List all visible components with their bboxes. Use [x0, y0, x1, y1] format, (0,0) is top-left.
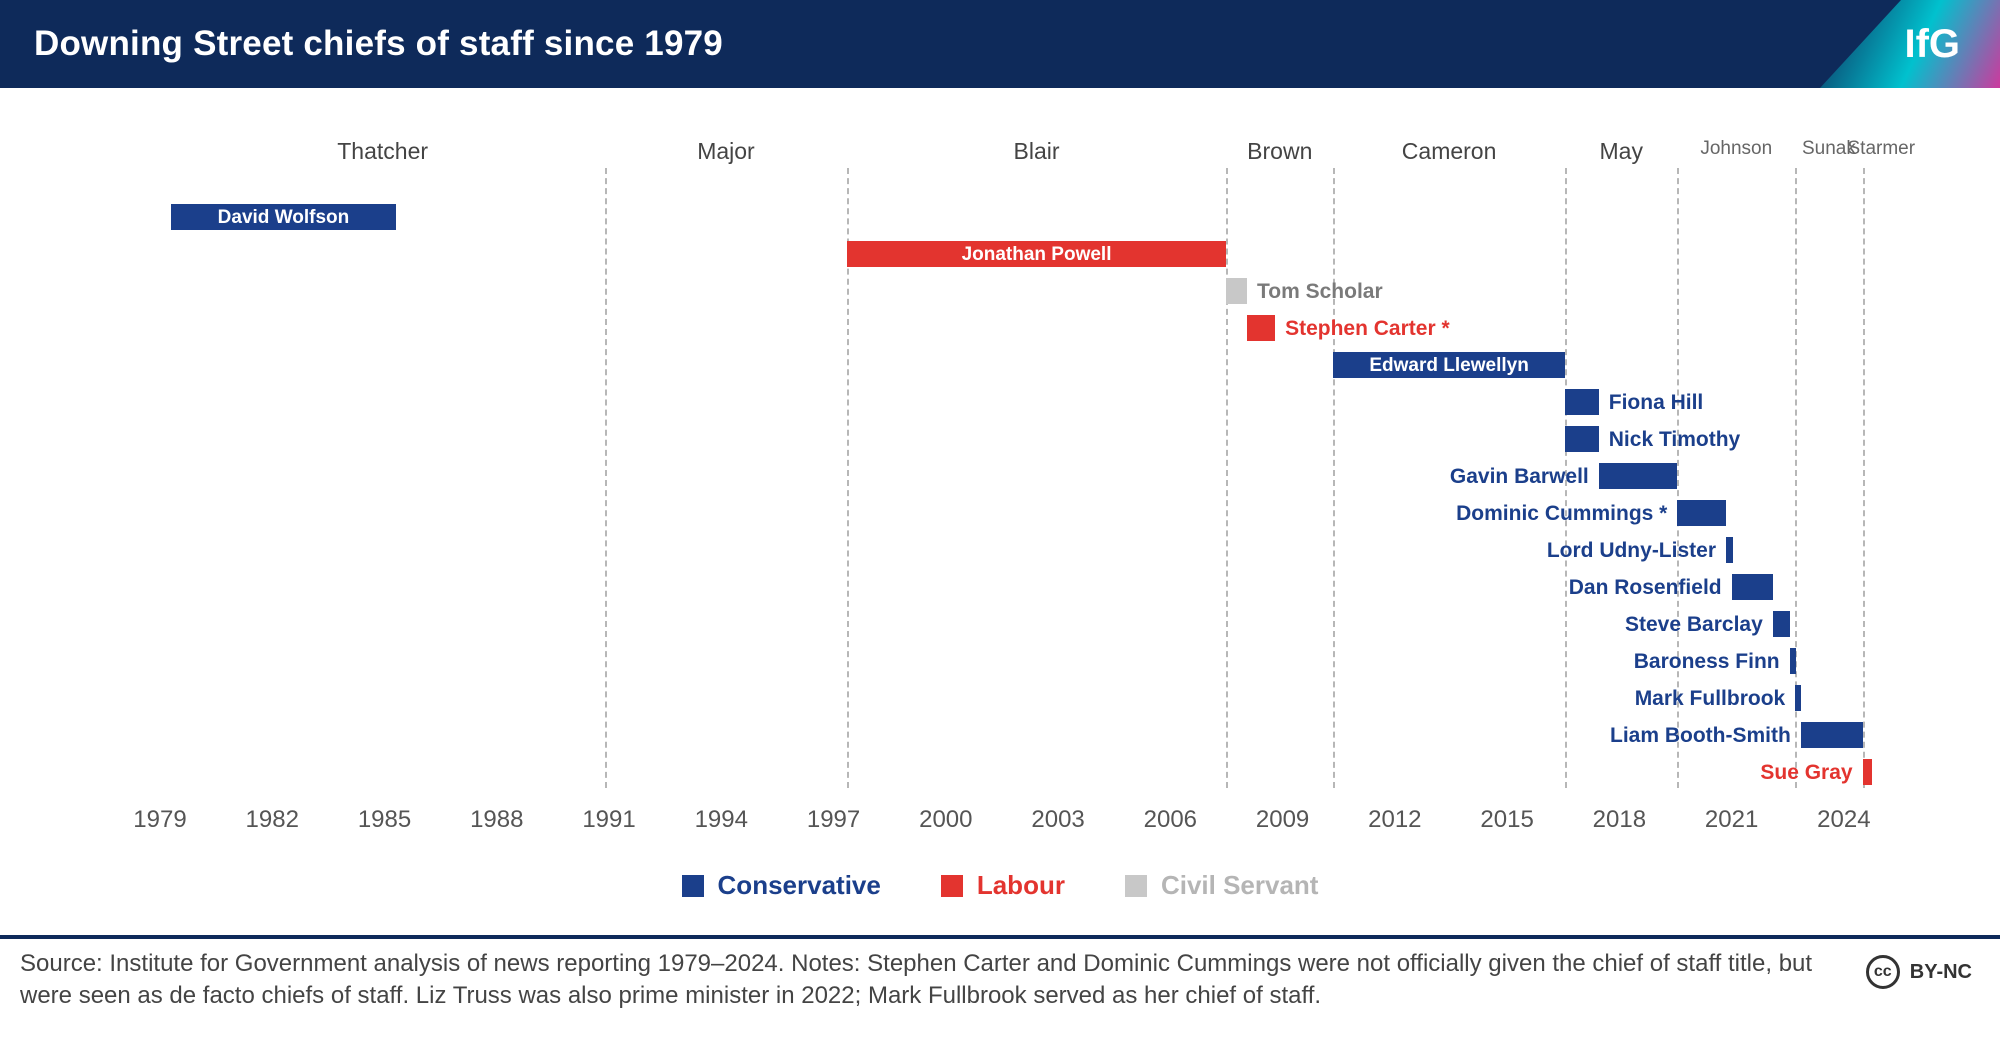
x-tick: 2015: [1480, 806, 1533, 834]
pm-label: May: [1599, 138, 1642, 165]
chief-row: Dominic Cummings *: [160, 499, 1900, 527]
pm-label: Starmer: [1847, 138, 1915, 160]
x-tick: 1982: [246, 806, 299, 834]
chief-row: Baroness Finn: [160, 647, 1900, 675]
legend-swatch: [941, 875, 963, 897]
chief-row: Lord Udny-Lister: [160, 536, 1900, 564]
legend-item: Labour: [941, 870, 1065, 901]
chief-row: Stephen Carter *: [160, 314, 1900, 342]
pm-label: Johnson: [1700, 138, 1772, 160]
pm-label: Thatcher: [337, 138, 428, 165]
chief-row: Steve Barclay: [160, 610, 1900, 638]
chart-title: Downing Street chiefs of staff since 197…: [34, 24, 723, 64]
x-tick: 1988: [470, 806, 523, 834]
chief-label: Fiona Hill: [1599, 389, 1704, 417]
chief-bar: Liam Booth-Smith: [1801, 722, 1863, 748]
chief-row: Dan Rosenfield: [160, 573, 1900, 601]
chief-label: Stephen Carter *: [1275, 315, 1450, 343]
chief-bar: Edward Llewellyn: [1333, 352, 1565, 378]
chief-bar: Stephen Carter *: [1247, 315, 1275, 341]
gantt-plot: Thatcher Major Blair Brown Cameron May Johnson…: [160, 108, 1900, 828]
chief-row: Liam Booth-Smith: [160, 721, 1900, 749]
chief-bar: Lord Udny-Lister: [1726, 537, 1733, 563]
chief-bar: Nick Timothy: [1565, 426, 1599, 452]
footer-divider: [0, 935, 2000, 939]
legend-item: Civil Servant: [1125, 870, 1319, 901]
chief-row: Mark Fullbrook: [160, 684, 1900, 712]
x-tick: 1994: [695, 806, 748, 834]
x-tick: 1979: [133, 806, 186, 834]
legend-label: Conservative: [718, 870, 881, 901]
cc-license: cc BY-NC: [1866, 955, 1972, 989]
chief-row: Nick Timothy: [160, 425, 1900, 453]
x-tick: 1997: [807, 806, 860, 834]
chief-bar: Jonathan Powell: [847, 241, 1227, 267]
chief-label: Edward Llewellyn: [1333, 352, 1565, 380]
ifg-logo: IfG: [1904, 22, 1960, 67]
x-tick: 2006: [1144, 806, 1197, 834]
legend-label: Civil Servant: [1161, 870, 1319, 901]
chief-row: Tom Scholar: [160, 277, 1900, 305]
chief-row: David Wolfson: [160, 203, 1900, 231]
chief-label: Baroness Finn: [1634, 648, 1790, 676]
legend: Conservative Labour Civil Servant: [0, 870, 2000, 901]
chief-label: Gavin Barwell: [1450, 463, 1599, 491]
chief-row: Gavin Barwell: [160, 462, 1900, 490]
chief-label: Mark Fullbrook: [1635, 685, 1796, 713]
x-tick: 2018: [1593, 806, 1646, 834]
chief-bar: Dan Rosenfield: [1732, 574, 1773, 600]
chief-label: Jonathan Powell: [847, 241, 1227, 269]
pm-label: Blair: [1014, 138, 1060, 165]
cc-label: BY-NC: [1910, 961, 1972, 984]
x-tick: 2000: [919, 806, 972, 834]
chief-bar: Tom Scholar: [1226, 278, 1247, 304]
chief-row: Sue Gray: [160, 758, 1900, 786]
chief-bar: Dominic Cummings *: [1677, 500, 1726, 526]
chief-label: Sue Gray: [1760, 759, 1862, 787]
x-tick: 2012: [1368, 806, 1421, 834]
chief-bar: Gavin Barwell: [1599, 463, 1678, 489]
pm-label: Cameron: [1402, 138, 1497, 165]
chief-label: Steve Barclay: [1625, 611, 1773, 639]
chief-bar: Sue Gray: [1863, 759, 1872, 785]
chief-bar: David Wolfson: [171, 204, 396, 230]
chief-label: Dan Rosenfield: [1569, 574, 1732, 602]
legend-item: Conservative: [682, 870, 881, 901]
chart-header: Downing Street chiefs of staff since 197…: [0, 0, 2000, 88]
x-tick: 2021: [1705, 806, 1758, 834]
legend-swatch: [682, 875, 704, 897]
chief-row: Jonathan Powell: [160, 240, 1900, 268]
pm-label: Major: [697, 138, 755, 165]
chief-bar: Steve Barclay: [1773, 611, 1790, 637]
chief-row: Fiona Hill: [160, 388, 1900, 416]
x-tick: 2003: [1031, 806, 1084, 834]
x-tick: 1985: [358, 806, 411, 834]
chief-label: Liam Booth-Smith: [1610, 722, 1801, 750]
cc-icon: cc: [1866, 955, 1900, 989]
legend-swatch: [1125, 875, 1147, 897]
chart-area: Thatcher Major Blair Brown Cameron May Johnson…: [0, 88, 2000, 888]
chief-bar: Baroness Finn: [1790, 648, 1796, 674]
chief-label: Tom Scholar: [1247, 278, 1383, 306]
x-tick: 2009: [1256, 806, 1309, 834]
legend-label: Labour: [977, 870, 1065, 901]
chief-label: Nick Timothy: [1599, 426, 1740, 454]
chief-row: Edward Llewellyn: [160, 351, 1900, 379]
x-tick: 1991: [582, 806, 635, 834]
pm-label: Brown: [1247, 138, 1312, 165]
chief-bar: Mark Fullbrook: [1795, 685, 1801, 711]
x-tick: 2024: [1817, 806, 1870, 834]
chief-label: Dominic Cummings *: [1456, 500, 1677, 528]
chief-label: David Wolfson: [171, 204, 396, 232]
chief-label: Lord Udny-Lister: [1547, 537, 1726, 565]
footer-source: Source: Institute for Government analysi…: [20, 948, 1840, 1013]
chief-bar: Fiona Hill: [1565, 389, 1599, 415]
